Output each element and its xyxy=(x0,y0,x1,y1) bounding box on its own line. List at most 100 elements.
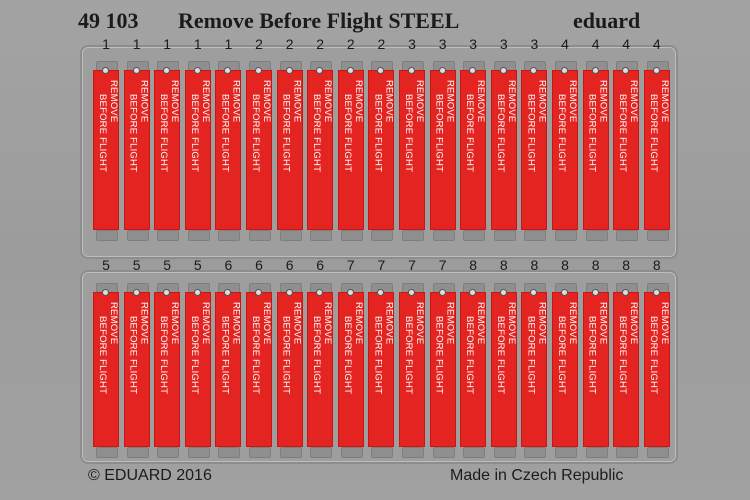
part-number-label: 7 xyxy=(438,257,447,273)
grommet-icon xyxy=(255,67,262,74)
part-number-label: 2 xyxy=(316,36,325,52)
tag-text-remove: REMOVE xyxy=(138,302,150,345)
tag-text-remove: REMOVE xyxy=(138,80,150,123)
grommet-icon xyxy=(132,67,140,74)
grommet-icon xyxy=(255,289,262,296)
tag-text-before-flight: BEFORE FLIGHT xyxy=(280,316,292,395)
tag-text-before-flight: BEFORE FLIGHT xyxy=(280,94,292,173)
tag-text-remove: REMOVE xyxy=(199,302,211,345)
part-number-label: 8 xyxy=(561,257,569,273)
grommet-icon xyxy=(438,289,446,296)
sprue-tab xyxy=(585,230,608,241)
part-number-label: 3 xyxy=(408,36,416,52)
sprue-tab xyxy=(96,230,118,241)
product-name: Remove Before Flight STEEL xyxy=(178,8,460,33)
grommet-icon xyxy=(499,289,507,296)
remove-before-flight-tag: REMOVE BEFORE FLIGHT xyxy=(460,289,487,447)
tag-text-before-flight: BEFORE FLIGHT xyxy=(556,316,567,395)
part-number-label: 2 xyxy=(255,36,263,52)
sprue-tab xyxy=(402,230,424,241)
tag-text-remove: REMOVE xyxy=(261,302,272,345)
part-number-label: 3 xyxy=(469,36,478,52)
grommet-icon xyxy=(591,289,599,296)
tag-text-remove: REMOVE xyxy=(322,302,334,345)
tag-text-before-flight: BEFORE FLIGHT xyxy=(464,94,476,173)
sprue-tab xyxy=(126,230,149,241)
tag-text-remove: REMOVE xyxy=(322,80,334,123)
tag-text-before-flight: BEFORE FLIGHT xyxy=(586,316,598,395)
remove-before-flight-tag: REMOVE BEFORE FLIGHT xyxy=(521,67,548,230)
part-number-label: 2 xyxy=(346,36,355,52)
grommet-icon xyxy=(408,289,415,296)
part-number-label: 1 xyxy=(224,36,233,52)
sprue-tab xyxy=(157,447,180,458)
sprue-tab xyxy=(310,230,333,241)
part-number-label: 3 xyxy=(499,36,508,52)
grommet-icon xyxy=(622,289,630,296)
tag-text-remove: REMOVE xyxy=(444,80,456,123)
remove-before-flight-tag: REMOVE BEFORE FLIGHT xyxy=(246,289,272,447)
tag-text-remove: REMOVE xyxy=(658,80,670,123)
tag-text-before-flight: BEFORE FLIGHT xyxy=(586,94,598,173)
tag-text-before-flight: BEFORE FLIGHT xyxy=(403,94,414,173)
remove-before-flight-tag: REMOVE BEFORE FLIGHT xyxy=(460,67,487,230)
sprue-tab xyxy=(646,447,669,458)
part-number-label: 6 xyxy=(316,257,325,273)
grommet-icon xyxy=(132,289,140,296)
tag-text-before-flight: BEFORE FLIGHT xyxy=(250,94,261,173)
sprue-tab xyxy=(371,447,394,458)
remove-before-flight-tag: REMOVE BEFORE FLIGHT xyxy=(215,67,242,230)
sprue-tab xyxy=(463,447,486,458)
grommet-icon xyxy=(561,289,568,296)
sprue-tab xyxy=(555,230,577,241)
grommet-icon xyxy=(438,67,446,74)
part-number-label: 4 xyxy=(622,36,631,52)
grommet-icon xyxy=(652,289,660,296)
sprue-tab xyxy=(493,447,516,458)
tag-text-remove: REMOVE xyxy=(383,80,395,123)
remove-before-flight-tag: REMOVE BEFORE FLIGHT xyxy=(368,289,395,447)
sprue-tab xyxy=(340,230,363,241)
remove-before-flight-tag: REMOVE BEFORE FLIGHT xyxy=(582,289,609,447)
tag-text-remove: REMOVE xyxy=(261,80,272,123)
tag-text-remove: REMOVE xyxy=(475,302,487,345)
tag-text-remove: REMOVE xyxy=(475,80,487,123)
grommet-icon xyxy=(652,67,660,74)
tag-text-before-flight: BEFORE FLIGHT xyxy=(403,316,414,395)
tag-text-before-flight: BEFORE FLIGHT xyxy=(97,316,108,395)
tag-text-remove: REMOVE xyxy=(414,302,425,345)
remove-before-flight-tag: REMOVE BEFORE FLIGHT xyxy=(184,67,211,230)
tag-text-remove: REMOVE xyxy=(536,302,548,345)
tag-text-before-flight: BEFORE FLIGHT xyxy=(525,94,537,173)
sprue-tab xyxy=(187,230,210,241)
sprue-tab xyxy=(432,230,455,241)
grommet-icon xyxy=(377,289,385,296)
sprue-tab xyxy=(187,447,210,458)
remove-before-flight-tag: REMOVE BEFORE FLIGHT xyxy=(643,289,670,447)
part-number-label: 8 xyxy=(530,257,539,273)
part-number-label: 7 xyxy=(408,257,416,273)
grommet-icon xyxy=(530,289,538,296)
grommet-icon xyxy=(346,289,354,296)
remove-before-flight-tag: REMOVE BEFORE FLIGHT xyxy=(552,289,578,447)
part-number-label: 1 xyxy=(102,36,110,52)
part-number-label: 3 xyxy=(530,36,539,52)
part-number-label: 6 xyxy=(285,257,294,273)
tag-text-remove: REMOVE xyxy=(291,80,303,123)
tag-text-remove: REMOVE xyxy=(352,302,364,345)
sprue-tab xyxy=(279,447,302,458)
grommet-icon xyxy=(285,67,293,74)
remove-before-flight-tag: REMOVE BEFORE FLIGHT xyxy=(246,67,272,230)
part-number-label: 1 xyxy=(193,36,202,52)
grommet-icon xyxy=(102,289,109,296)
part-number-label: 2 xyxy=(377,36,386,52)
brand-name: eduard xyxy=(573,8,641,33)
grommet-icon xyxy=(224,67,232,74)
grommet-icon xyxy=(163,67,171,74)
sprue-tab xyxy=(126,447,149,458)
remove-before-flight-tag: REMOVE BEFORE FLIGHT xyxy=(123,67,150,230)
tag-text-remove: REMOVE xyxy=(383,302,395,345)
tag-text-before-flight: BEFORE FLIGHT xyxy=(617,316,629,395)
part-number-label: 8 xyxy=(622,257,631,273)
part-number-label: 8 xyxy=(591,257,600,273)
